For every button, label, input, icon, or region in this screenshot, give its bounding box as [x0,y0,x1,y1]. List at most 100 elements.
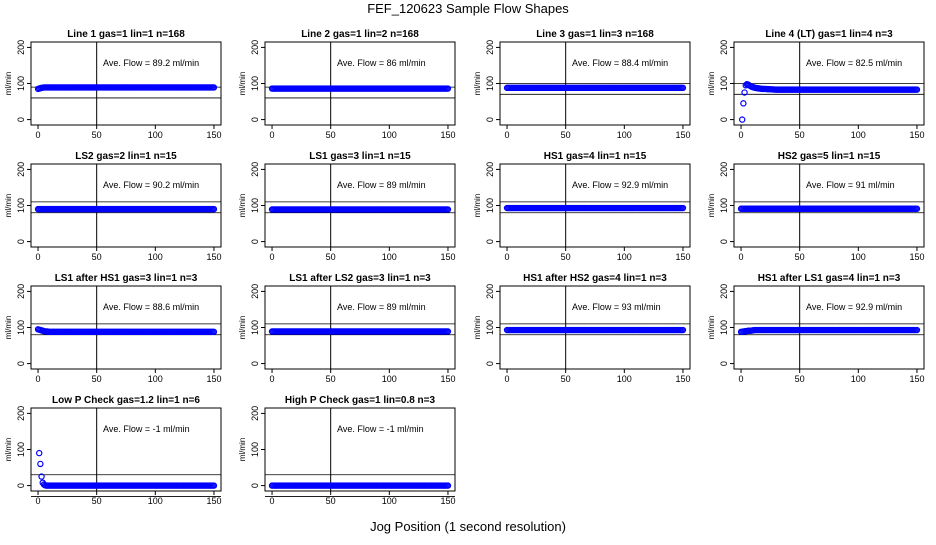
data-series [503,84,687,92]
x-tick-label: 150 [675,252,690,262]
data-point [444,328,452,335]
y-axis-label: ml/min [473,194,482,218]
x-tick-label: 150 [206,252,221,262]
x-tick-label: 150 [909,374,924,384]
y-tick-label: 200 [250,40,260,55]
y-tick-label: 200 [250,162,260,177]
average-flow-annotation: Ave. Flow = -1 ml/min [103,424,190,434]
average-flow-annotation: Ave. Flow = 90.2 ml/min [103,180,199,190]
x-tick-label: 100 [148,130,163,140]
y-axis-label: ml/min [707,194,716,218]
data-point [740,100,747,107]
x-tick-label: 100 [617,130,632,140]
plot-frame [30,163,222,248]
y-tick-label: 200 [719,40,729,55]
x-tick-label: 100 [382,130,397,140]
data-point [36,449,43,457]
x-tick-label: 100 [382,496,397,506]
x-tick-label: 0 [270,252,275,262]
y-tick-label: 100 [250,320,260,335]
panel-title: HS1 after HS2 gas=4 lin=1 n=3 [523,273,667,284]
x-tick-label: 150 [440,374,455,384]
y-tick-label: 100 [16,76,26,91]
y-axis-label: ml/min [707,316,716,340]
x-tick-label: 50 [92,374,102,384]
y-tick-label: 0 [719,361,729,366]
x-tick-label: 150 [440,252,455,262]
y-axis-label: ml/min [4,194,13,218]
x-tick-label: 50 [795,130,805,140]
data-point [444,482,452,489]
y-tick-label: 0 [485,239,495,244]
plot-frame [30,41,222,126]
data-series [34,205,218,213]
x-tick-label: 50 [561,130,571,140]
x-tick-label: 150 [206,496,221,506]
panel-12: HS1 after LS1 gas=4 lin=1 n=3 0 50 100 150 0 1… [707,273,925,384]
data-point [679,84,687,92]
x-tick-label: 50 [561,252,571,262]
data-point [444,85,452,92]
data-series [268,482,452,489]
average-flow-annotation: Ave. Flow = 82.5 ml/min [806,58,902,68]
y-tick-label: 100 [719,76,729,91]
data-point [741,89,748,96]
y-tick-label: 100 [16,442,26,457]
x-tick-label: 0 [270,496,275,506]
x-tick-label: 50 [92,130,102,140]
y-tick-label: 0 [485,117,495,122]
y-tick-label: 100 [16,198,26,213]
y-tick-label: 0 [16,483,26,488]
y-tick-label: 200 [719,162,729,177]
panel-14: High P Check gas=1 lin=0.8 n=3 0 50 100 150 0… [238,395,456,506]
panel-title: LS2 gas=2 lin=1 n=15 [75,151,177,162]
y-tick-label: 200 [16,40,26,55]
average-flow-annotation: Ave. Flow = -1 ml/min [337,424,424,434]
data-series [268,328,452,335]
x-tick-label: 150 [909,252,924,262]
x-tick-label: 150 [440,130,455,140]
data-series [268,206,452,213]
x-tick-label: 50 [92,252,102,262]
y-tick-label: 100 [719,320,729,335]
x-tick-label: 50 [92,496,102,506]
plot-frame [733,163,925,248]
data-series [503,326,687,334]
data-point [210,84,218,91]
panel-7: HS1 gas=4 lin=1 n=15 0 50 100 150 0 100 200 ml/m… [473,151,691,262]
data-series [36,449,218,489]
average-flow-annotation: Ave. Flow = 92.9 ml/min [806,302,902,312]
plot-frame [264,285,456,370]
data-point [210,205,218,213]
y-tick-label: 100 [250,198,260,213]
y-tick-label: 200 [485,162,495,177]
panel-6: LS1 gas=3 lin=1 n=15 0 50 100 150 0 100 200 ml/m… [238,151,456,262]
data-point [37,460,44,468]
panel-9: LS1 after HS1 gas=3 lin=1 n=3 0 50 100 150 0 1… [4,273,222,384]
y-axis-label: ml/min [4,72,13,96]
x-tick-label: 0 [505,374,510,384]
panel-5: LS2 gas=2 lin=1 n=15 0 50 100 150 0 100 200 ml/m… [4,151,222,262]
panel-title: Low P Check gas=1.2 lin=1 n=6 [52,395,200,406]
x-tick-label: 150 [909,130,924,140]
data-series [268,85,452,92]
x-tick-label: 0 [36,252,41,262]
y-tick-label: 100 [250,76,260,91]
plot-frame [30,407,222,492]
panel-title: Line 3 gas=1 lin=3 n=168 [536,29,654,40]
data-series [503,204,687,212]
data-point [913,326,921,334]
x-tick-label: 0 [36,374,41,384]
data-series [737,205,921,212]
x-tick-label: 150 [206,130,221,140]
panel-title: LS1 after LS2 gas=3 lin=1 n=3 [289,273,431,284]
average-flow-annotation: Ave. Flow = 88.4 ml/min [572,58,668,68]
x-tick-label: 0 [739,130,744,140]
plot-frame [30,285,222,370]
y-tick-label: 200 [250,406,260,421]
x-tick-label: 150 [206,374,221,384]
y-tick-label: 0 [485,361,495,366]
data-series [34,326,218,336]
